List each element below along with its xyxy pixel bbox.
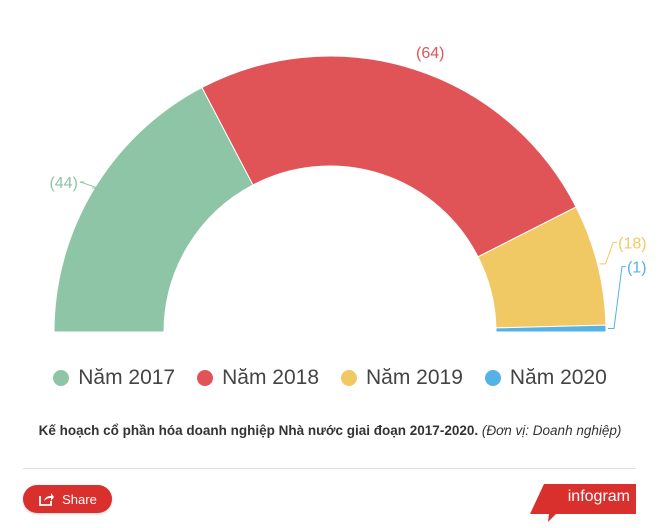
legend-label: Năm 2019: [366, 366, 463, 389]
slice-năm-2017[interactable]: [53, 86, 254, 333]
legend-dot: [484, 370, 501, 386]
slice-năm-2018[interactable]: [201, 55, 577, 258]
infogram-logo-shape: [530, 484, 636, 522]
leader-line: [599, 241, 618, 265]
legend-item-2019[interactable]: Năm 2019: [341, 366, 463, 390]
slice-năm-2020[interactable]: [495, 324, 607, 333]
legend-label: Năm 2017: [78, 366, 176, 389]
semi-donut-chart: (44) (64) (18) (1): [49, 45, 647, 333]
legend-dot: [53, 370, 70, 386]
share-button[interactable]: Share: [23, 485, 112, 513]
data-label: (44): [49, 175, 77, 192]
share-icon: [39, 493, 55, 506]
legend-dot: [341, 370, 357, 386]
data-label: (18): [618, 235, 646, 252]
share-label: Share: [62, 491, 97, 507]
caption-text: Kế hoạch cổ phần hóa doanh nghiệp Nhà nư…: [38, 423, 479, 438]
infogram-logo[interactable]: infogram: [530, 484, 636, 522]
legend-item-2018[interactable]: Năm 2018: [197, 366, 319, 390]
leader-line: [79, 181, 99, 189]
legend-item-2020[interactable]: Năm 2020: [484, 366, 607, 390]
legend-dot: [197, 370, 214, 386]
legend: Năm 2017 Năm 2018 Năm 2019 Năm 2020: [0, 366, 660, 390]
data-label: (64): [416, 45, 444, 62]
brand-text: infogram: [567, 488, 630, 505]
leader-line: [607, 266, 626, 330]
caption-unit: (Đơn vị: Doanh nghiệp): [481, 423, 622, 438]
legend-label: Năm 2020: [509, 366, 607, 389]
legend-item-2017[interactable]: Năm 2017: [53, 366, 175, 390]
chart-caption: Kế hoạch cổ phần hóa doanh nghiệp Nhà nư…: [0, 423, 660, 438]
data-label: (1): [627, 260, 647, 277]
legend-label: Năm 2018: [222, 366, 319, 389]
divider: [23, 468, 636, 469]
